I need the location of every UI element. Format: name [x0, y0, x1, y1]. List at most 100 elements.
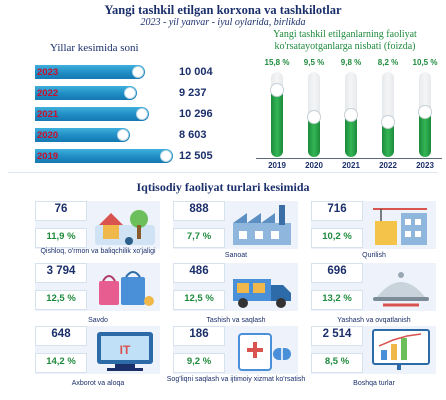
- percent-box: [35, 290, 87, 310]
- year-bar: [35, 65, 146, 79]
- activity-percent: 8,5 %: [324, 356, 350, 367]
- activity-label: Boshqa turlar: [353, 380, 395, 387]
- year-value: 10 296: [179, 108, 213, 120]
- chart-board-icon: [367, 326, 435, 374]
- year-bar: [35, 107, 149, 121]
- year-row: 2021 10 296: [35, 105, 230, 123]
- years-chart-title: Yillar kesimida soni: [50, 42, 139, 54]
- activity-card: 486 12,5 %: [173, 263, 298, 311]
- ratio-knob: [418, 105, 432, 120]
- year-row: 2019 12 505: [35, 147, 230, 165]
- percent-box: [173, 353, 225, 373]
- activity-label: Yashash va ovqatlanish: [337, 317, 411, 324]
- factory-icon: [229, 201, 297, 249]
- activity-percent: 7,7 %: [186, 231, 212, 242]
- ratio-column: 8,2 % 2022: [373, 58, 403, 170]
- year-bar: [35, 86, 137, 100]
- activity-card: 648 14,2 % IT: [35, 326, 160, 374]
- activity-count: 486: [189, 265, 209, 277]
- ratio-value-label: 8,2 %: [377, 58, 399, 67]
- ratio-bar: [308, 116, 320, 157]
- activity-count: 186: [189, 328, 209, 340]
- activity-card: 696 13,2 %: [311, 263, 436, 311]
- year-bar: [35, 128, 130, 142]
- activity-label: Tashish va saqlash: [206, 317, 266, 324]
- ratio-bar: [345, 115, 357, 157]
- truck-icon: [229, 263, 297, 311]
- ratio-knob: [381, 115, 395, 130]
- ratio-bar: [382, 122, 394, 157]
- ratio-bar-chart: 15,8 % 2019 9,5 % 2020 9,8 % 2021 8,2 % 2022 10,…: [250, 58, 446, 170]
- count-box: [35, 263, 87, 283]
- bar-knob: [123, 87, 136, 99]
- activity-label: Axborot va aloqa: [71, 380, 125, 387]
- ratio-bar: [419, 112, 431, 157]
- percent-box: [35, 353, 87, 373]
- year-label: 2021: [37, 109, 59, 120]
- count-box: [311, 326, 363, 346]
- year-tick-label: 2023: [416, 161, 434, 170]
- activity-label: Qurilish: [362, 252, 386, 259]
- ratio-knob: [344, 108, 358, 123]
- page-title: Yangi tashkil etilgan korxona va tashkil…: [104, 3, 342, 17]
- ratio-column: 10,5 % 2023: [410, 58, 440, 170]
- ratio-column: 9,5 % 2020: [299, 58, 329, 170]
- ratio-value-label: 10,5 %: [412, 58, 438, 67]
- activity-percent: 10,2 %: [322, 231, 352, 242]
- activity-label: Sanoat: [224, 252, 248, 259]
- ratio-value-label: 15,8 %: [264, 58, 290, 67]
- activity-label: Sog'liqni saqlash va ijtimoiy xizmat ko'…: [166, 376, 306, 383]
- activity-count: 3 794: [46, 265, 76, 277]
- ratio-value-label: 9,5 %: [303, 58, 325, 67]
- count-box: [311, 201, 363, 221]
- percent-box: [35, 228, 87, 248]
- activity-card: 888 7,7 %: [173, 201, 298, 249]
- bar-knob: [116, 129, 129, 141]
- page-subtitle: 2023 - yil yanvar - iyul oylarida, birli…: [140, 17, 306, 28]
- activity-percent: 12,5 %: [46, 293, 76, 304]
- activity-count: 696: [327, 265, 347, 277]
- percent-box: [173, 228, 225, 248]
- ratio-chart-title: Yangi tashkil etilganlarning faoliyat ko…: [273, 29, 417, 52]
- year-row: 2022 9 237: [35, 84, 230, 102]
- activity-count: 888: [189, 203, 209, 215]
- ratio-value-label: 9,8 %: [340, 58, 362, 67]
- year-row: 2023 10 004: [35, 63, 230, 81]
- activity-count: 648: [51, 328, 71, 340]
- bar-knob: [132, 66, 145, 78]
- activity-percent: 12,5 %: [184, 293, 214, 304]
- activity-count: 716: [327, 203, 347, 215]
- year-tick-label: 2019: [268, 161, 286, 170]
- ratio-column: 9,8 % 2021: [336, 58, 366, 170]
- activity-percent: 11,9 %: [46, 231, 76, 242]
- ratio-knob: [270, 82, 284, 97]
- year-tick-label: 2020: [305, 161, 323, 170]
- shopping-icon: [91, 263, 159, 311]
- year-label: 2023: [37, 67, 59, 78]
- year-tick-label: 2021: [342, 161, 360, 170]
- year-tick-label: 2022: [379, 161, 397, 170]
- farm-icon: [91, 201, 159, 249]
- activity-label: Savdo: [88, 317, 108, 324]
- ratio-bar: [271, 89, 283, 157]
- construction-icon: [367, 201, 435, 249]
- svg-text:IT: IT: [120, 343, 131, 357]
- it-icon: IT: [91, 326, 159, 374]
- percent-box: [311, 228, 363, 248]
- year-label: 2022: [37, 88, 59, 99]
- count-box: [35, 201, 87, 221]
- cloche-icon: [367, 263, 435, 311]
- count-box: [35, 326, 87, 346]
- x-axis-line: [256, 158, 442, 159]
- ratio-column: 15,8 % 2019: [262, 58, 292, 170]
- health-icon: [229, 326, 297, 374]
- year-value: 8 603: [179, 129, 207, 141]
- ratio-knob: [307, 109, 321, 124]
- year-value: 12 505: [179, 150, 213, 162]
- activity-percent: 9,2 %: [186, 356, 212, 367]
- percent-box: [311, 290, 363, 310]
- year-label: 2019: [37, 151, 59, 162]
- year-row: 2020 8 603: [35, 126, 230, 144]
- activity-card: 3 794 12,5 %: [35, 263, 160, 311]
- activity-card: 186 9,2 %: [173, 326, 298, 374]
